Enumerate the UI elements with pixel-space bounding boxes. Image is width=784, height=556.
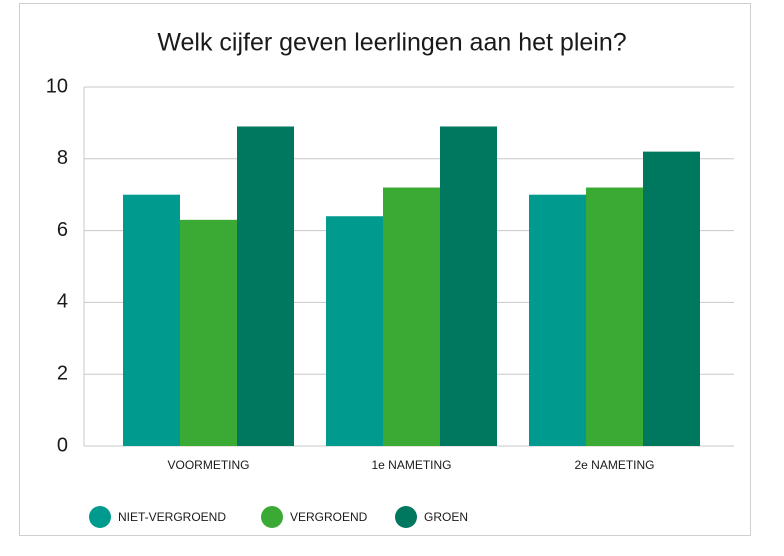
x-tick-label: 2e NAMETING (574, 458, 654, 472)
bar (237, 126, 294, 447)
y-tick-label: 10 (46, 75, 68, 97)
legend-swatch (395, 506, 417, 528)
legend-swatch (261, 506, 283, 528)
y-tick-label: 8 (57, 147, 68, 169)
legend-label: NIET-VERGROEND (118, 510, 226, 524)
bar (180, 219, 237, 446)
bar (586, 187, 643, 446)
y-tick-label: 6 (57, 219, 68, 241)
legend-label: VERGROEND (290, 510, 368, 524)
bar (326, 216, 383, 446)
legend-label: GROEN (424, 510, 468, 524)
x-tick-label: 1e NAMETING (371, 458, 451, 472)
y-tick-label: 2 (57, 362, 68, 384)
bar (123, 194, 180, 446)
y-tick-label: 0 (57, 434, 68, 456)
chart-title: Welk cijfer geven leerlingen aan het ple… (157, 29, 626, 57)
bar (440, 126, 497, 447)
x-tick-label: VOORMETING (167, 458, 249, 472)
bar (529, 194, 586, 446)
bar (643, 151, 700, 446)
legend-swatch (89, 506, 111, 528)
y-tick-label: 4 (57, 291, 68, 313)
bar (383, 187, 440, 446)
